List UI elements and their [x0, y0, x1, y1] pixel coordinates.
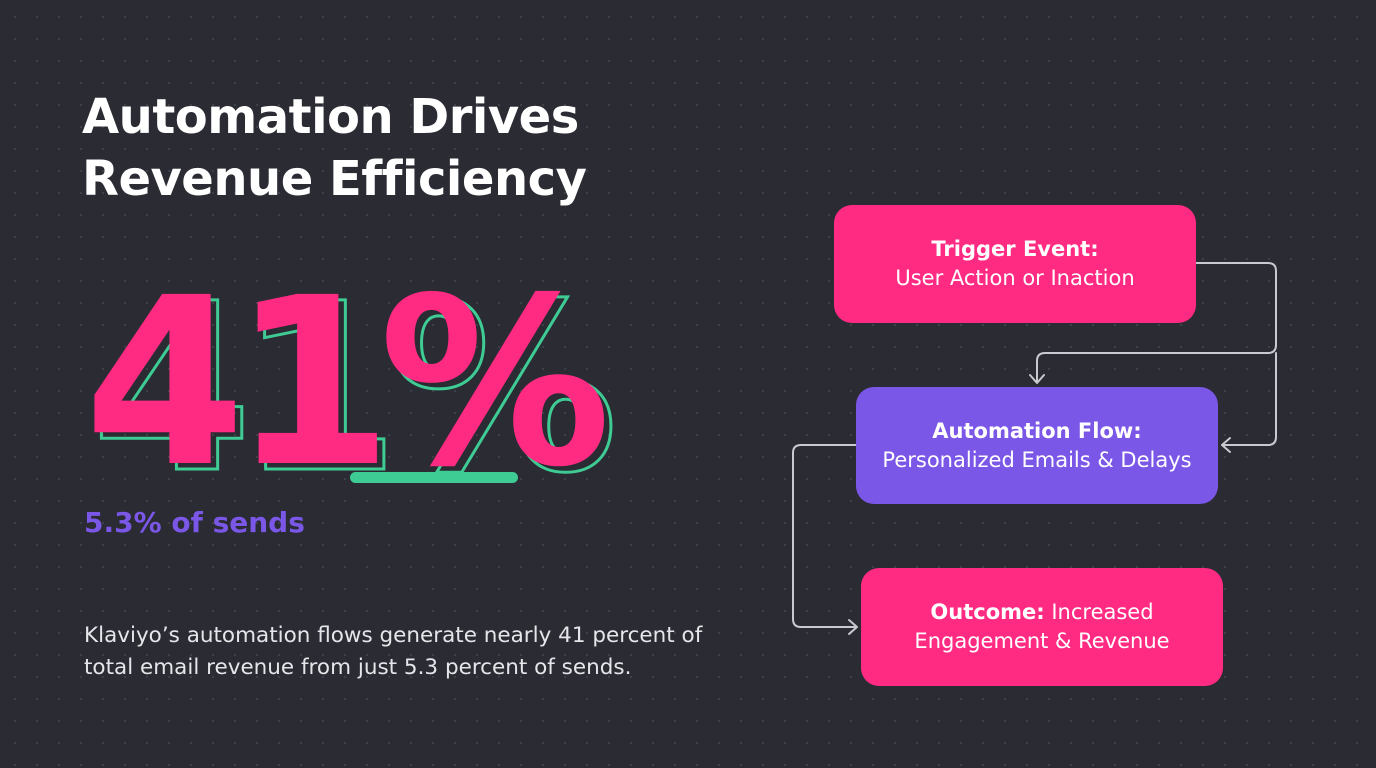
outcome-line-1: Outcome: Increased: [930, 598, 1153, 627]
page-title-line-1: Automation Drives: [82, 89, 579, 145]
stat-underline: [350, 472, 518, 483]
outcome-heading: Outcome:: [930, 600, 1045, 624]
trigger-event-box: Trigger Event: User Action or Inaction: [834, 205, 1196, 323]
automation-flow-text: Personalized Emails & Delays: [882, 447, 1192, 472]
arrowhead-flow-right: [1221, 437, 1231, 453]
automation-flow-heading: Automation Flow:: [932, 418, 1142, 443]
headline-stat-outline: 41%: [89, 254, 619, 524]
headline-stat-value: 41%: [84, 248, 611, 518]
trigger-event-heading: Trigger Event:: [931, 237, 1099, 261]
description-line-2: total email revenue from just 5.3 percen…: [84, 655, 632, 680]
connector-flow-to-outcome: [792, 444, 857, 628]
trigger-event-text: User Action or Inaction: [895, 266, 1135, 290]
page-title-line-2: Revenue Efficiency: [82, 151, 587, 207]
page-title: Automation Drives Revenue Efficiency: [82, 86, 587, 210]
sends-percentage: 5.3% of sends: [84, 506, 305, 539]
arrowhead-outcome-left: [848, 619, 858, 635]
outcome-text-2: Engagement & Revenue: [914, 629, 1170, 653]
automation-flow-box: Automation Flow: Personalized Emails & D…: [856, 387, 1218, 504]
outcome-text-1: Increased: [1051, 600, 1154, 624]
connector-trigger-to-flow-right: [1221, 352, 1277, 446]
outcome-box: Outcome: Increased Engagement & Revenue: [861, 568, 1223, 686]
arrowhead-flow-top: [1029, 374, 1045, 384]
description: Klaviyo’s automation flows generate near…: [84, 620, 702, 684]
description-line-1: Klaviyo’s automation flows generate near…: [84, 623, 703, 648]
